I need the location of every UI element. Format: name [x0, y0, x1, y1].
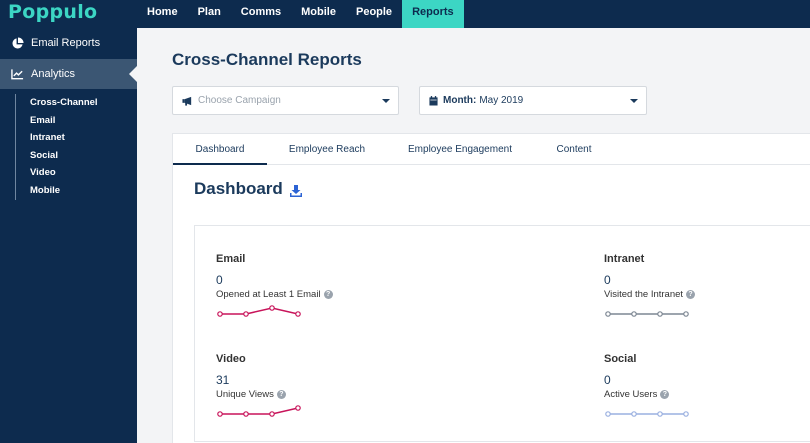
nav-plan[interactable]: Plan: [197, 6, 221, 18]
help-icon[interactable]: ?: [276, 390, 286, 399]
metric-desc: Unique Views ?: [216, 389, 302, 400]
campaign-placeholder: Choose Campaign: [198, 95, 281, 106]
top-bar: Poppulo Home Plan Comms Mobile People Re…: [0, 0, 810, 28]
nav-home[interactable]: Home: [147, 6, 178, 18]
help-icon[interactable]: ?: [323, 290, 333, 299]
sparkline-social: [605, 411, 689, 417]
report-panel: Dashboard Employee Reach Employee Engage…: [172, 133, 810, 443]
sparkline-line: [220, 307, 299, 315]
nav-reports[interactable]: Reports: [402, 0, 464, 28]
sparkline-point[interactable]: [217, 411, 223, 417]
metric-value: 0: [604, 273, 611, 287]
metric-email: Email 0 Opened at Least 1 Email ?: [216, 253, 333, 318]
metric-desc: Visited the Intranet ?: [604, 289, 696, 300]
main-nav: Home Plan Comms Mobile People Reports: [137, 0, 464, 28]
help-icon[interactable]: ?: [686, 290, 696, 299]
metric-label: Intranet: [604, 253, 645, 265]
sidebar: Email Reports Analytics Cross-Channel Em…: [0, 28, 137, 443]
sparkline-point[interactable]: [683, 411, 689, 417]
campaign-select[interactable]: Choose Campaign: [172, 86, 399, 115]
metric-social: Social 0 Active Users ?: [604, 353, 690, 418]
month-value: May 2019: [479, 95, 524, 106]
megaphone-icon: [182, 96, 193, 106]
subnav-mobile[interactable]: Mobile: [30, 184, 61, 196]
sparkline-point[interactable]: [269, 305, 275, 311]
sparkline-video: [217, 405, 301, 417]
sparkline-point[interactable]: [243, 311, 249, 317]
pie-chart-icon: [10, 36, 24, 50]
chevron-down-icon: [382, 99, 390, 103]
month-label: Month:: [443, 95, 477, 106]
nav-mobile[interactable]: Mobile: [301, 6, 336, 18]
sparkline-point[interactable]: [295, 311, 301, 317]
sparkline-point[interactable]: [631, 311, 637, 317]
sparkline-point[interactable]: [295, 405, 301, 411]
metric-video: Video 31 Unique Views ?: [216, 353, 302, 418]
chevron-down-icon: [630, 99, 638, 103]
sparkline-line: [220, 407, 299, 415]
subnav-intranet[interactable]: Intranet: [30, 132, 65, 144]
metric-intranet: Intranet 0 Visited the Intranet ?: [604, 253, 696, 318]
sidebar-item-label: Analytics: [31, 68, 76, 80]
subnav-cross-channel[interactable]: Cross-Channel: [30, 97, 98, 108]
metric-desc-text: Visited the Intranet: [604, 289, 684, 300]
tab-employee-engagement[interactable]: Employee Engagement: [408, 144, 512, 155]
page-title: Cross-Channel Reports: [172, 50, 362, 69]
tab-content[interactable]: Content: [556, 144, 592, 155]
sparkline-point[interactable]: [657, 411, 663, 417]
metric-label: Video: [216, 353, 246, 365]
nav-comms[interactable]: Comms: [240, 6, 282, 18]
sparkline-point[interactable]: [657, 311, 663, 317]
tab-employee-reach[interactable]: Employee Reach: [288, 144, 366, 155]
month-select[interactable]: Month: May 2019: [419, 86, 647, 115]
sparkline-email: [217, 305, 301, 317]
sparkline-point[interactable]: [605, 411, 611, 417]
metric-label: Social: [604, 353, 637, 365]
dashboard-title: Dashboard: [194, 179, 283, 198]
tab-dashboard[interactable]: Dashboard: [173, 134, 267, 165]
sparkline-point[interactable]: [269, 411, 275, 417]
sparkline-point[interactable]: [631, 411, 637, 417]
sparkline-point[interactable]: [217, 311, 223, 317]
sidebar-item-analytics[interactable]: Analytics: [0, 59, 137, 89]
subnav-video[interactable]: Video: [30, 167, 56, 179]
sidebar-item-label: Email Reports: [31, 37, 101, 49]
metric-value: 0: [604, 373, 611, 387]
metric-desc-text: Active Users: [604, 389, 658, 400]
sparkline-intranet: [605, 311, 689, 317]
line-chart-icon: [10, 67, 24, 81]
sparkline-point[interactable]: [605, 311, 611, 317]
sparkline-point[interactable]: [683, 311, 689, 317]
download-icon[interactable]: [289, 184, 303, 203]
metric-desc: Active Users ?: [604, 389, 690, 400]
sparkline-point[interactable]: [243, 411, 249, 417]
metric-desc: Opened at Least 1 Email ?: [216, 289, 333, 300]
report-tabs: Dashboard Employee Reach Employee Engage…: [173, 134, 810, 165]
nav-people[interactable]: People: [355, 6, 393, 18]
metric-label: Email: [216, 253, 246, 265]
calendar-icon: [429, 95, 438, 106]
subnav-email[interactable]: Email: [30, 114, 56, 126]
metric-value: 31: [216, 373, 230, 387]
help-icon[interactable]: ?: [660, 390, 670, 399]
analytics-subnav: Cross-Channel Email Intranet Social Vide…: [15, 94, 98, 200]
sidebar-item-email-reports[interactable]: Email Reports: [0, 28, 137, 58]
metric-desc-text: Unique Views: [216, 389, 274, 400]
metric-value: 0: [216, 273, 223, 287]
subnav-social[interactable]: Social: [30, 149, 58, 161]
metric-desc-text: Opened at Least 1 Email: [216, 289, 321, 300]
poppulo-logo[interactable]: Poppulo: [8, 1, 98, 23]
metrics-card: Email 0 Opened at Least 1 Email ? Intran…: [194, 225, 810, 442]
